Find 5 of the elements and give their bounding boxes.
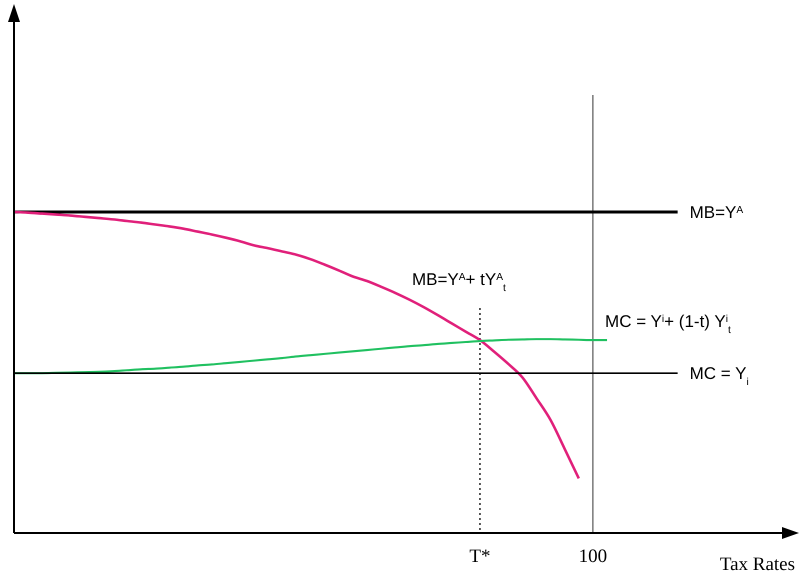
x-tick-label: 100 bbox=[578, 546, 608, 567]
series-label: MB=Y$^{A}$ bbox=[690, 203, 744, 222]
x-axis-title: Tax Rates bbox=[720, 554, 795, 575]
x-tick-label: T* bbox=[469, 546, 491, 567]
series-label: MC = Y$_{i}$ bbox=[690, 364, 749, 388]
